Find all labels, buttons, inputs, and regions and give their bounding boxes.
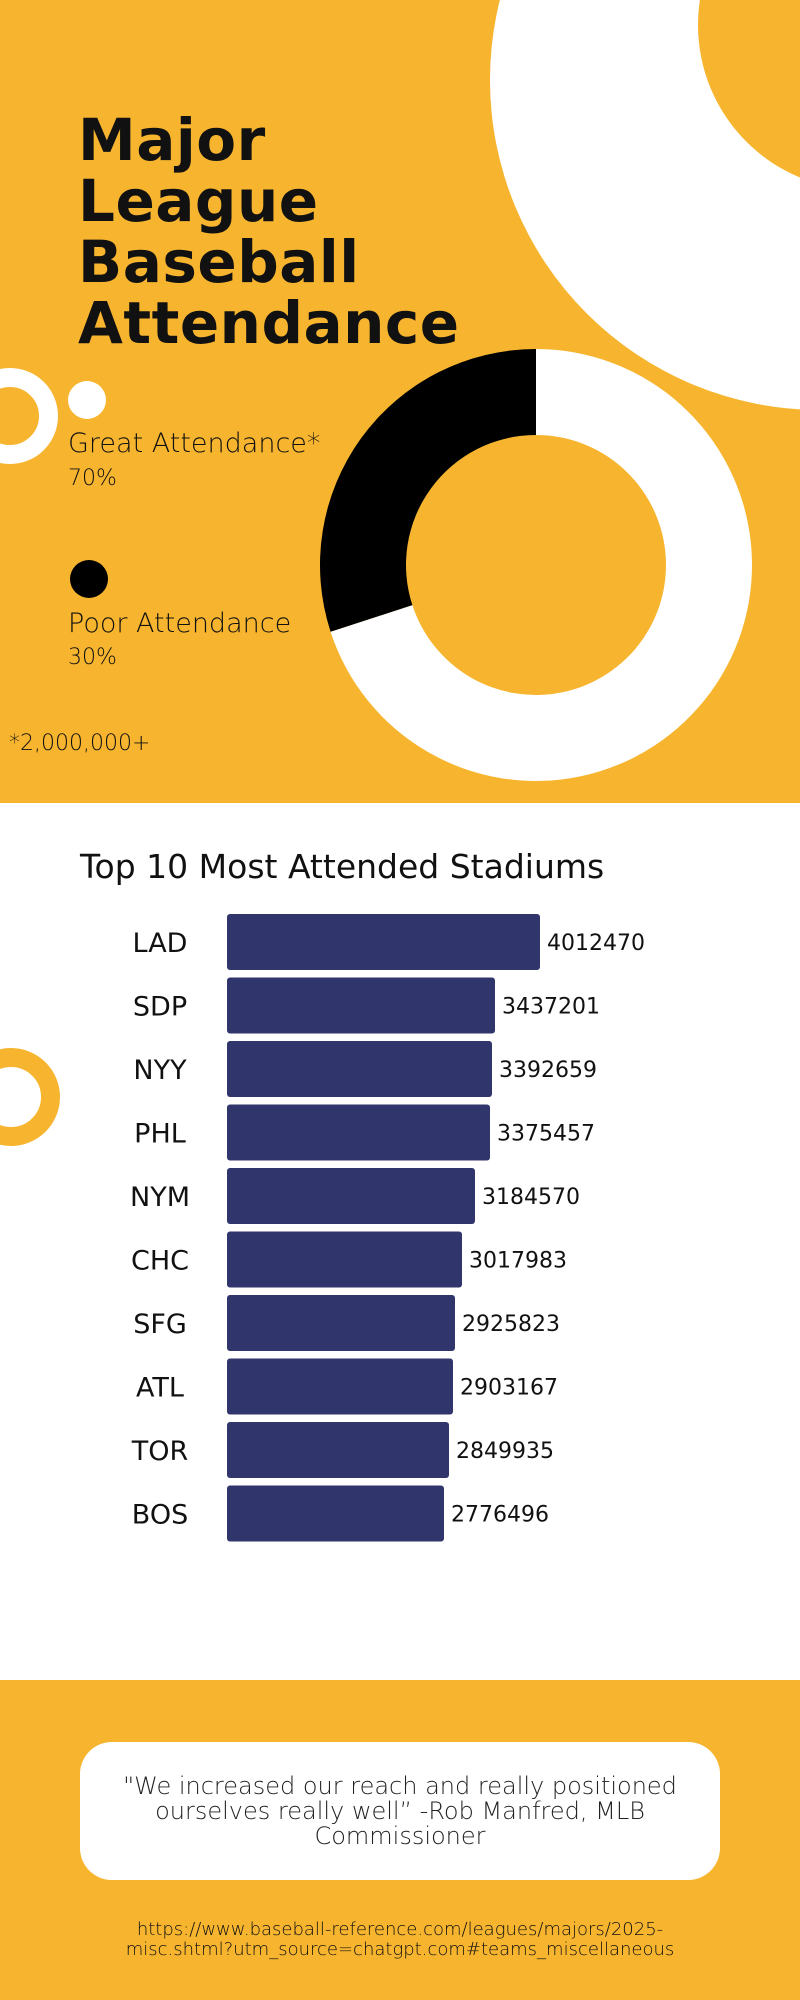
category-label: PHL bbox=[134, 1119, 186, 1150]
bar-chc bbox=[227, 1231, 462, 1288]
category-label: BOS bbox=[132, 1500, 188, 1531]
title-line: Baseball bbox=[78, 228, 360, 296]
legend-percent-great: 70% bbox=[68, 466, 117, 491]
bar-atl bbox=[227, 1358, 453, 1415]
page-title: Major League Baseball Attendance bbox=[78, 110, 518, 354]
data-label: 2903167 bbox=[460, 1376, 558, 1401]
attendance-footnote: *2,000,000+ bbox=[9, 731, 151, 756]
quote-section: "We increased our reach and really posit… bbox=[0, 1680, 800, 2000]
top-stadiums-section: Top 10 Most Attended Stadiums LAD 4012470… bbox=[0, 803, 800, 1680]
bar-nyy bbox=[227, 1041, 492, 1097]
category-label: NYY bbox=[133, 1055, 187, 1086]
source-link[interactable]: https://www.baseball-reference.com/leagu… bbox=[125, 1919, 675, 1960]
legend-percent-poor: 30% bbox=[68, 645, 117, 670]
bar-nym bbox=[227, 1168, 475, 1224]
bar-bos bbox=[227, 1485, 444, 1542]
data-label: 3017983 bbox=[469, 1249, 567, 1274]
donut-slice-great bbox=[330, 349, 753, 781]
category-label: NYM bbox=[130, 1182, 190, 1213]
title-line: Attendance bbox=[78, 289, 460, 357]
data-label: 2776496 bbox=[451, 1503, 549, 1528]
quote-text: "We increased our reach and really posit… bbox=[123, 1771, 677, 1850]
category-label: SFG bbox=[133, 1309, 187, 1340]
data-label: 4012470 bbox=[547, 931, 645, 956]
category-label: CHC bbox=[131, 1246, 189, 1277]
title-line: Major League bbox=[78, 106, 319, 235]
category-label: TOR bbox=[131, 1436, 189, 1467]
legend-label-great: Great Attendance* bbox=[68, 428, 321, 459]
data-label: 3375457 bbox=[497, 1122, 595, 1147]
data-label: 3392659 bbox=[499, 1058, 597, 1083]
bar-chart-title: Top 10 Most Attended Stadiums bbox=[80, 847, 605, 886]
category-label: ATL bbox=[136, 1373, 184, 1404]
bar-tor bbox=[227, 1422, 449, 1478]
bar-lad bbox=[227, 914, 540, 970]
quote-box: "We increased our reach and really posit… bbox=[80, 1742, 720, 1880]
category-label: SDP bbox=[133, 992, 187, 1023]
donut-slice-poor bbox=[320, 349, 536, 632]
attendance-donut-chart bbox=[320, 349, 753, 781]
data-label: 2849935 bbox=[456, 1439, 554, 1464]
bar-sdp bbox=[227, 977, 495, 1034]
category-label: LAD bbox=[133, 928, 188, 959]
top-stadiums-bar-chart: LAD 4012470 SDP 3437201 NYY 3392659 PHL 3375457… bbox=[130, 914, 645, 1542]
data-label: 3437201 bbox=[502, 995, 600, 1020]
legend-label-poor: Poor Attendance bbox=[68, 608, 292, 639]
bar-sfg bbox=[227, 1295, 455, 1351]
legend-marker-great bbox=[68, 381, 106, 419]
bar-phl bbox=[227, 1104, 490, 1161]
decorative-arc bbox=[0, 368, 58, 464]
data-label: 2925823 bbox=[462, 1312, 560, 1337]
data-label: 3184570 bbox=[482, 1185, 580, 1210]
legend-marker-poor bbox=[70, 560, 108, 598]
attendance-overview-section: Major League Baseball Attendance Great A… bbox=[0, 0, 800, 803]
